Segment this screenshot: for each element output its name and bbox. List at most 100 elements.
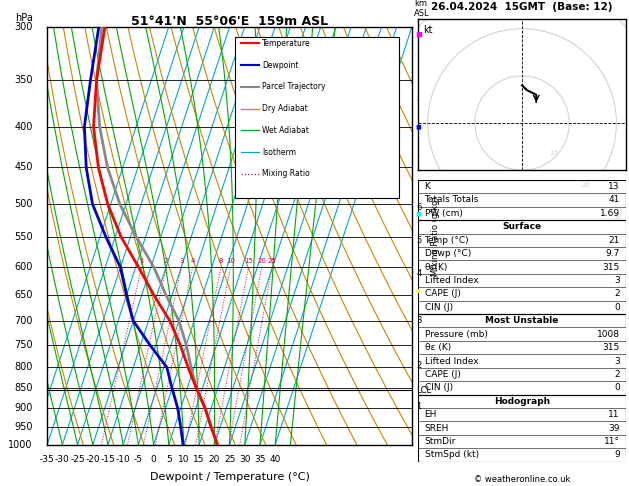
Text: 1: 1	[139, 258, 144, 264]
Text: SREH: SREH	[425, 424, 449, 433]
Text: θε (K): θε (K)	[425, 343, 451, 352]
Text: 1000: 1000	[8, 440, 33, 450]
Text: 750: 750	[14, 340, 33, 350]
Text: Mixing Ratio: Mixing Ratio	[262, 169, 310, 178]
Text: 15: 15	[194, 455, 205, 464]
Text: 40: 40	[269, 455, 281, 464]
Text: -5: -5	[134, 455, 143, 464]
Text: 0: 0	[151, 455, 157, 464]
Text: ◼: ◼	[415, 123, 421, 129]
Text: 8: 8	[219, 258, 223, 264]
Text: PW (cm): PW (cm)	[425, 209, 462, 218]
Text: EH: EH	[425, 410, 437, 419]
Text: 9: 9	[614, 451, 620, 459]
Text: Mixing Ratio (g/kg): Mixing Ratio (g/kg)	[431, 196, 440, 276]
Text: 2: 2	[416, 361, 421, 369]
Text: 20: 20	[209, 455, 220, 464]
Text: 4: 4	[191, 258, 195, 264]
Text: Most Unstable: Most Unstable	[486, 316, 559, 325]
Text: CAPE (J): CAPE (J)	[425, 290, 460, 298]
Text: 15: 15	[244, 258, 253, 264]
Text: ◼: ◼	[415, 289, 420, 294]
Text: 10: 10	[178, 455, 190, 464]
Text: 1.69: 1.69	[599, 209, 620, 218]
Text: θε(K): θε(K)	[425, 262, 448, 272]
Text: 25: 25	[224, 455, 235, 464]
Text: 10: 10	[226, 258, 235, 264]
Text: ◼: ◼	[415, 211, 421, 217]
Text: Dewpoint / Temperature (°C): Dewpoint / Temperature (°C)	[150, 472, 309, 482]
Text: CAPE (J): CAPE (J)	[425, 370, 460, 379]
Text: 0: 0	[614, 383, 620, 392]
Text: 1: 1	[416, 402, 421, 411]
Text: 11: 11	[608, 410, 620, 419]
Text: Dewp (°C): Dewp (°C)	[425, 249, 470, 258]
Text: StmDir: StmDir	[425, 437, 456, 446]
Text: Lifted Index: Lifted Index	[425, 276, 478, 285]
Text: 2: 2	[614, 370, 620, 379]
Text: 20: 20	[257, 258, 266, 264]
Text: 350: 350	[14, 75, 33, 85]
Text: 700: 700	[14, 316, 33, 326]
Text: 25: 25	[268, 258, 276, 264]
Text: 39: 39	[608, 424, 620, 433]
Text: 300: 300	[14, 22, 33, 32]
Text: 21: 21	[608, 236, 620, 245]
Text: Dewpoint: Dewpoint	[262, 61, 299, 69]
Text: -25: -25	[70, 455, 85, 464]
Text: 3: 3	[614, 276, 620, 285]
Text: Surface: Surface	[503, 222, 542, 231]
Text: 26.04.2024  15GMT  (Base: 12): 26.04.2024 15GMT (Base: 12)	[431, 2, 613, 12]
Text: 6: 6	[416, 203, 422, 212]
Text: 315: 315	[603, 262, 620, 272]
Text: StmSpd (kt): StmSpd (kt)	[425, 451, 479, 459]
Text: 7: 7	[416, 155, 422, 164]
Text: 450: 450	[14, 162, 33, 173]
Text: 550: 550	[14, 232, 33, 242]
Text: -35: -35	[40, 455, 55, 464]
Text: Parcel Trajectory: Parcel Trajectory	[262, 83, 326, 91]
Text: 400: 400	[14, 122, 33, 132]
Text: K: K	[425, 182, 430, 191]
Text: 9.7: 9.7	[605, 249, 620, 258]
Text: 950: 950	[14, 422, 33, 432]
Text: Temp (°C): Temp (°C)	[425, 236, 469, 245]
Text: ◼: ◼	[415, 30, 422, 38]
Text: Isotherm: Isotherm	[262, 148, 296, 156]
Text: 3: 3	[614, 357, 620, 365]
Text: Lifted Index: Lifted Index	[425, 357, 478, 365]
Text: Totals Totals: Totals Totals	[425, 195, 479, 205]
Text: 900: 900	[14, 403, 33, 413]
Text: Hodograph: Hodograph	[494, 397, 550, 406]
Text: 3: 3	[179, 258, 184, 264]
Text: 20: 20	[582, 182, 591, 188]
Text: Dry Adiabat: Dry Adiabat	[262, 104, 308, 113]
FancyBboxPatch shape	[235, 37, 399, 198]
Text: 5: 5	[416, 236, 421, 245]
Text: 41: 41	[608, 195, 620, 205]
Text: hPa: hPa	[14, 13, 33, 22]
Text: 35: 35	[254, 455, 265, 464]
Text: 500: 500	[14, 199, 33, 209]
Text: 3: 3	[416, 316, 422, 325]
Text: -15: -15	[101, 455, 115, 464]
Text: 1008: 1008	[597, 330, 620, 339]
Text: -30: -30	[55, 455, 70, 464]
Text: 10: 10	[550, 150, 559, 156]
Text: -20: -20	[86, 455, 100, 464]
Text: CIN (J): CIN (J)	[425, 303, 453, 312]
Text: Pressure (mb): Pressure (mb)	[425, 330, 487, 339]
Text: Wet Adiabat: Wet Adiabat	[262, 126, 309, 135]
Text: 800: 800	[14, 362, 33, 372]
Text: 850: 850	[14, 383, 33, 393]
Text: 0: 0	[614, 303, 620, 312]
Text: © weatheronline.co.uk: © weatheronline.co.uk	[474, 474, 571, 484]
Text: 650: 650	[14, 290, 33, 300]
Text: 315: 315	[603, 343, 620, 352]
Text: -10: -10	[116, 455, 131, 464]
Text: LCL: LCL	[416, 386, 431, 395]
Text: 600: 600	[14, 262, 33, 272]
Text: CIN (J): CIN (J)	[425, 383, 453, 392]
Text: 2: 2	[614, 290, 620, 298]
Text: 13: 13	[608, 182, 620, 191]
